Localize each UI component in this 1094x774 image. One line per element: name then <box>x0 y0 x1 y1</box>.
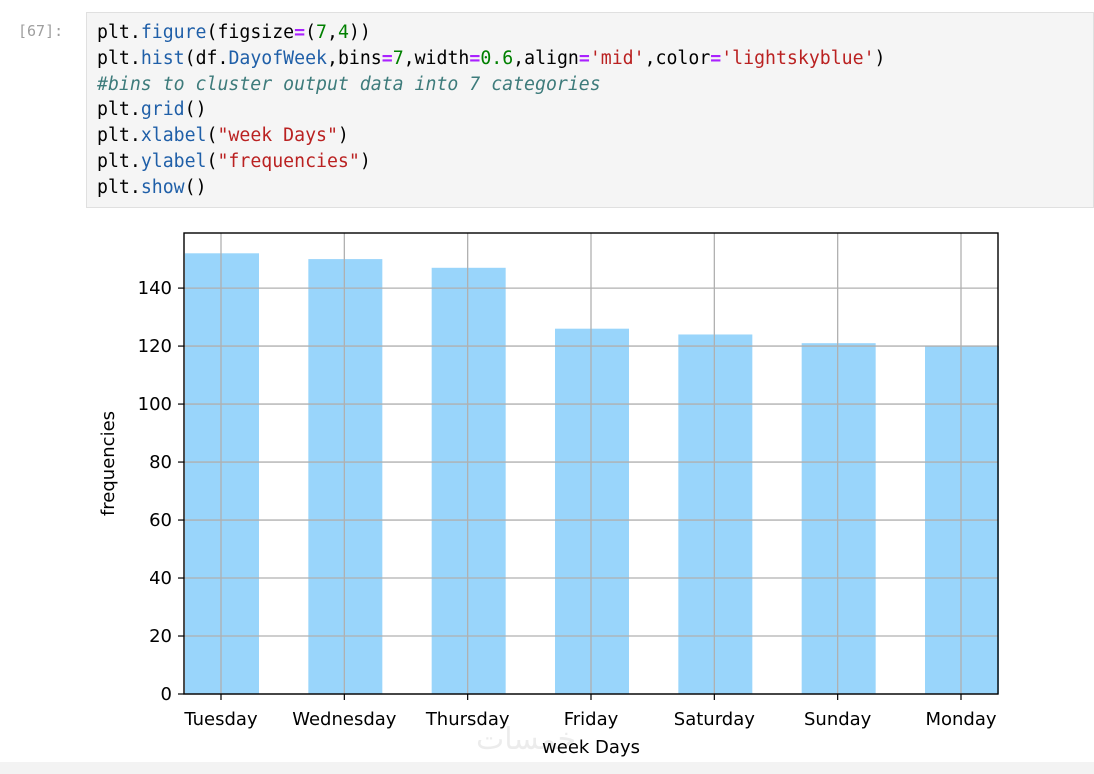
code-token: = <box>294 22 306 43</box>
code-token: grid <box>140 99 185 121</box>
y-tick-label: 20 <box>149 626 172 647</box>
code-token: . <box>129 150 141 172</box>
watermark: خمسات <box>476 722 577 757</box>
y-tick-label: 100 <box>138 394 172 415</box>
bar <box>431 267 506 694</box>
code-token: (df <box>184 47 218 69</box>
code-line: plt.show() <box>97 175 1093 201</box>
bar <box>185 253 259 694</box>
y-tick-label: 120 <box>138 336 172 357</box>
code-token: . <box>129 22 141 43</box>
x-tick-label: Friday <box>564 709 619 730</box>
bar <box>308 259 383 694</box>
code-token: plt <box>97 150 130 172</box>
code-token: 4 <box>337 22 349 43</box>
code-token: ,bins <box>327 47 382 69</box>
x-axis-label: week Days <box>542 737 640 758</box>
code-token: ( <box>206 150 218 172</box>
code-token: (figsize <box>206 22 295 43</box>
code-line: plt.xlabel("week Days") <box>97 123 1093 149</box>
code-token: = <box>469 47 481 69</box>
x-tick-label: Wednesday <box>292 709 397 730</box>
cell-prompt: [67]: <box>18 22 64 40</box>
code-token: xlabel <box>140 125 207 147</box>
code-token: ylabel <box>140 150 207 172</box>
y-tick-label: 0 <box>161 684 172 705</box>
histogram-chart: 0 20 40 60 80 100 120 140 Tuesday Wednesday Thursd… <box>98 232 999 758</box>
y-tick-label: 140 <box>138 278 172 299</box>
code-token: plt <box>97 99 130 121</box>
x-tick-label: Monday <box>925 709 996 730</box>
x-tick-label: Sunday <box>804 709 872 730</box>
code-token: "week Days" <box>217 125 338 147</box>
code-token: 'mid' <box>589 47 645 69</box>
code-token: )) <box>348 22 371 43</box>
code-cell[interactable]: plt.figure(figsize=(7,4)) plt.hist(df.Day… <box>86 12 1094 208</box>
code-token: = <box>710 47 722 69</box>
bar <box>555 328 629 694</box>
code-token: ( <box>206 125 218 147</box>
code-token: ,color <box>644 47 711 69</box>
code-token: plt <box>97 125 130 147</box>
x-tick-label: Tuesday <box>183 709 258 730</box>
code-token: ,width <box>403 47 470 69</box>
code-line: plt.figure(figsize=(7,4)) <box>97 20 1093 46</box>
code-token: show <box>140 176 185 198</box>
code-token: 7 <box>392 47 404 69</box>
footer-bar <box>0 762 1094 774</box>
code-line: plt.ylabel("frequencies") <box>97 149 1093 175</box>
code-token: DayofWeek <box>228 47 327 69</box>
code-line: #bins to cluster output data into 7 cate… <box>97 72 1093 98</box>
code-token: plt <box>97 176 130 198</box>
code-token: ) <box>359 150 371 172</box>
code-token: . <box>129 125 141 147</box>
code-token: ) <box>874 47 886 69</box>
code-token: "frequencies" <box>217 150 360 172</box>
y-tick-label: 40 <box>149 568 172 589</box>
code-token: () <box>184 176 207 198</box>
x-tick-label: Saturday <box>674 709 755 730</box>
code-token: 0.6 <box>480 47 514 69</box>
code-token: plt <box>97 22 130 43</box>
code-token: ( <box>305 22 317 43</box>
y-tick-label: 60 <box>149 510 172 531</box>
code-token: hist <box>140 47 185 69</box>
code-token: ) <box>337 125 349 147</box>
code-token: . <box>129 99 141 121</box>
code-token: 7 <box>316 22 327 43</box>
y-axis-label: frequencies <box>98 411 119 516</box>
code-token: , <box>326 22 338 43</box>
code-token: . <box>129 47 141 69</box>
code-token: . <box>129 176 141 198</box>
code-token: figure <box>140 22 207 43</box>
code-line: plt.grid() <box>97 97 1093 123</box>
code-token: 'lightskyblue' <box>721 47 875 69</box>
code-token: () <box>184 99 207 121</box>
code-token: = <box>381 47 393 69</box>
code-token: . <box>217 47 229 69</box>
output-area: 0 20 40 60 80 100 120 140 Tuesday Wednesday Thursd… <box>86 222 1094 762</box>
code-token: ,align <box>513 47 579 69</box>
code-token: plt <box>97 47 130 69</box>
code-token: = <box>578 47 590 69</box>
bar <box>801 343 876 694</box>
y-tick-label: 80 <box>149 452 172 473</box>
code-line: plt.hist(df.DayofWeek,bins=7,width=0.6,a… <box>97 46 1093 72</box>
x-tick-label: Thursday <box>425 709 510 730</box>
code-editor[interactable]: plt.figure(figsize=(7,4)) plt.hist(df.Day… <box>97 20 1093 201</box>
bar <box>678 334 753 694</box>
code-token: #bins to cluster output data into 7 cate… <box>97 73 601 95</box>
